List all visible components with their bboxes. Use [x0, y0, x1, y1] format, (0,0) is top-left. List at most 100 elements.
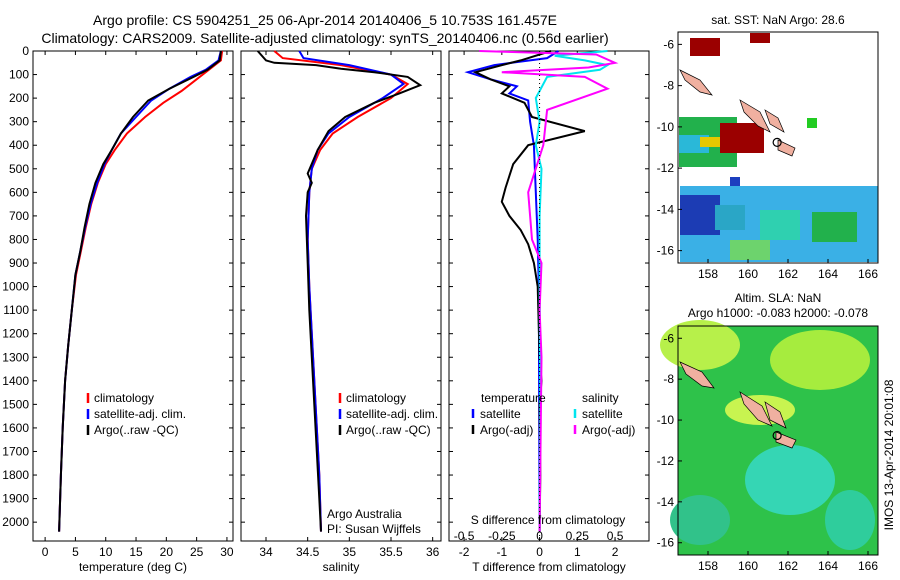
sla-cell	[670, 495, 730, 545]
map-x-tick-label: 160	[738, 559, 758, 573]
temperature-legend-item: Argo(..raw -QC)	[94, 423, 179, 437]
y-tick-label: 1100	[3, 303, 29, 317]
pi-name-label: PI: Susan Wijffels	[327, 522, 421, 536]
sst-cell	[690, 38, 720, 56]
temperature-profile-x-axis-label: temperature (deg C)	[79, 560, 187, 574]
sst-map-cells	[679, 33, 878, 262]
map-y-tick-label: -16	[657, 244, 675, 258]
difference-legend-item: satellite	[582, 407, 623, 421]
y-tick-label: 1200	[2, 327, 29, 341]
difference-profile-frame	[448, 50, 650, 542]
island-shape	[739, 99, 771, 133]
x-tick-label: 20	[160, 545, 174, 559]
map-y-tick-label: -10	[657, 413, 675, 427]
series-line	[534, 50, 611, 532]
map-x-tick-label: 158	[698, 559, 718, 573]
sst-cell	[807, 118, 817, 128]
x-tick-label: 35.5	[379, 545, 403, 559]
temperature-legend-item: satellite-adj. clim.	[94, 407, 186, 421]
map-x-tick-label: 162	[778, 559, 798, 573]
salinity-profile-frame	[240, 50, 442, 542]
difference-legend-header-temperature: temperature	[481, 391, 546, 405]
salinity-legend-item: climatology	[346, 391, 406, 405]
y-tick-label: 100	[9, 68, 29, 82]
map-x-tick-label: 162	[778, 267, 798, 281]
island-shape	[679, 361, 715, 389]
map-y-tick-label: -10	[657, 120, 675, 134]
x-tick-label: 10	[99, 545, 113, 559]
sst-cell	[715, 205, 745, 230]
y-tick-label: 500	[9, 162, 29, 176]
plot-title-line-2: Climatology: CARS2009. Satellite-adjuste…	[41, 30, 609, 46]
sst-cell	[750, 33, 770, 43]
sst-cell	[700, 137, 720, 147]
island-shape	[764, 109, 785, 133]
salinity-legend-item: Argo(..raw -QC)	[346, 423, 431, 437]
map-y-tick-label: -14	[657, 202, 675, 216]
sst-cell	[760, 210, 800, 240]
x-tick-label: 5	[72, 545, 79, 559]
map-y-tick-label: -8	[663, 79, 674, 93]
x-tick-label: 25	[190, 545, 204, 559]
y-tick-label: 1800	[2, 468, 29, 482]
salinity-legend-item: satellite-adj. clim.	[346, 407, 438, 421]
sla-cell	[825, 490, 875, 550]
y-tick-label: 1000	[2, 280, 29, 294]
map-y-tick-label: -14	[657, 495, 675, 509]
x-tick-label: 2	[612, 545, 619, 559]
x-tick-label: -1	[496, 545, 507, 559]
argo-location-marker	[772, 137, 782, 148]
sla-map-cells	[660, 320, 878, 555]
series-line	[256, 50, 423, 532]
map-y-tick-label: -16	[657, 536, 675, 550]
secondary-x-tick-label: 0	[536, 529, 543, 543]
y-tick-label: 1500	[2, 397, 29, 411]
y-tick-label: 1400	[2, 374, 29, 388]
salinity-profile-panel	[240, 50, 442, 542]
map-y-tick-label: -6	[663, 331, 674, 345]
x-tick-label: 30	[220, 545, 234, 559]
series-line	[464, 50, 559, 532]
sla-cell	[745, 445, 835, 515]
plot-title-line-1: Argo profile: CS 5904251_25 06-Apr-2014 …	[93, 12, 557, 28]
map-y-tick-label: -12	[657, 454, 675, 468]
difference-profile-panel	[448, 50, 650, 542]
sla-map-title-line-1: Altim. SLA: NaN	[735, 291, 822, 305]
y-tick-label: 400	[9, 138, 29, 152]
island-shape	[679, 69, 713, 96]
secondary-x-tick-label: 0.5	[607, 529, 624, 543]
sla-map-title-line-2: Argo h1000: -0.083 h2000: -0.078	[688, 306, 868, 320]
y-tick-label: 1300	[2, 350, 29, 364]
map-x-tick-label: 160	[738, 267, 758, 281]
y-tick-label: 900	[9, 256, 29, 270]
map-y-tick-label: -12	[657, 161, 675, 175]
y-tick-label: 2000	[2, 515, 29, 529]
difference-profile-x-axis-label: T difference from climatology	[472, 560, 626, 574]
y-tick-label: 200	[9, 91, 29, 105]
sst-cell	[680, 195, 720, 235]
sst-map-title: sat. SST: NaN Argo: 28.6	[711, 13, 845, 27]
x-tick-label: 1	[574, 545, 581, 559]
x-tick-label: 34	[259, 545, 273, 559]
map-x-tick-label: 164	[818, 267, 838, 281]
sla-cell	[660, 320, 740, 370]
secondary-x-tick-label: 0.25	[566, 529, 590, 543]
y-tick-label: 1700	[2, 444, 29, 458]
sla-map-frame	[677, 325, 879, 556]
temperature-legend-item: climatology	[94, 391, 154, 405]
sla-cell	[770, 330, 870, 390]
series-line	[58, 50, 222, 532]
x-tick-label: 36	[426, 545, 440, 559]
temperature-profile-panel	[32, 50, 234, 542]
secondary-x-tick-label: -0.25	[488, 529, 516, 543]
y-tick-label: 600	[9, 185, 29, 199]
y-tick-label: 1600	[2, 421, 29, 435]
imos-timestamp: IMOS 13-Apr-2014 20:01:08	[882, 379, 896, 530]
y-tick-label: 1900	[2, 492, 29, 506]
y-tick-label: 300	[9, 115, 29, 129]
y-tick-label: 0	[22, 44, 29, 58]
sst-cell	[812, 212, 857, 242]
argo-location-marker	[772, 430, 782, 441]
x-tick-label: 34.5	[296, 545, 320, 559]
